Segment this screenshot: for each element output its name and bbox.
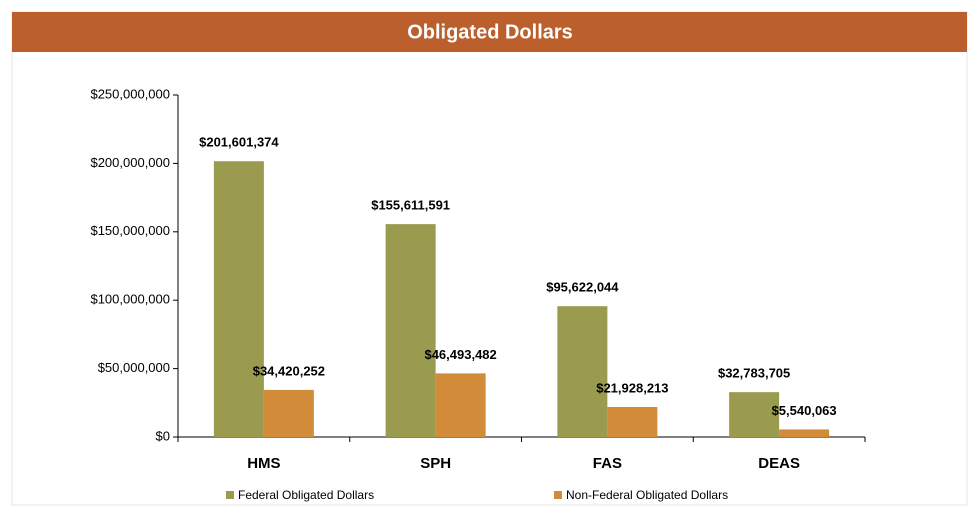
bar — [557, 306, 608, 437]
y-tick-label: $200,000,000 — [90, 155, 170, 170]
value-label: $5,540,063 — [772, 403, 837, 418]
value-label: $34,420,252 — [253, 363, 325, 378]
value-label: $32,783,705 — [718, 366, 790, 381]
value-label: $21,928,213 — [596, 380, 668, 395]
title-bar — [12, 12, 967, 52]
x-tick-label: FAS — [593, 455, 622, 472]
chart-title: Obligated Dollars — [407, 21, 573, 43]
value-label: $201,601,374 — [199, 135, 279, 150]
x-tick-label: DEAS — [758, 455, 800, 472]
bar — [729, 392, 780, 437]
y-tick-label: $100,000,000 — [90, 292, 170, 307]
legend-label: Federal Obligated Dollars — [238, 488, 374, 502]
bar — [263, 389, 314, 437]
bar — [435, 373, 486, 437]
bar — [385, 224, 436, 437]
y-tick-label: $50,000,000 — [98, 360, 170, 375]
legend-swatch — [554, 491, 562, 499]
bar — [213, 161, 264, 437]
x-tick-label: HMS — [247, 455, 280, 472]
y-tick-label: $250,000,000 — [90, 86, 170, 101]
value-label: $46,493,482 — [424, 347, 496, 362]
value-label: $155,611,591 — [371, 198, 450, 213]
value-label: $95,622,044 — [546, 280, 619, 295]
x-tick-label: SPH — [420, 455, 451, 472]
panel — [11, 11, 968, 506]
legend-label: Non-Federal Obligated Dollars — [566, 488, 728, 502]
legend-swatch — [226, 491, 234, 499]
y-tick-label: $150,000,000 — [90, 223, 170, 238]
y-tick-label: $0 — [156, 428, 170, 443]
bar — [607, 407, 658, 437]
bar — [779, 429, 830, 437]
